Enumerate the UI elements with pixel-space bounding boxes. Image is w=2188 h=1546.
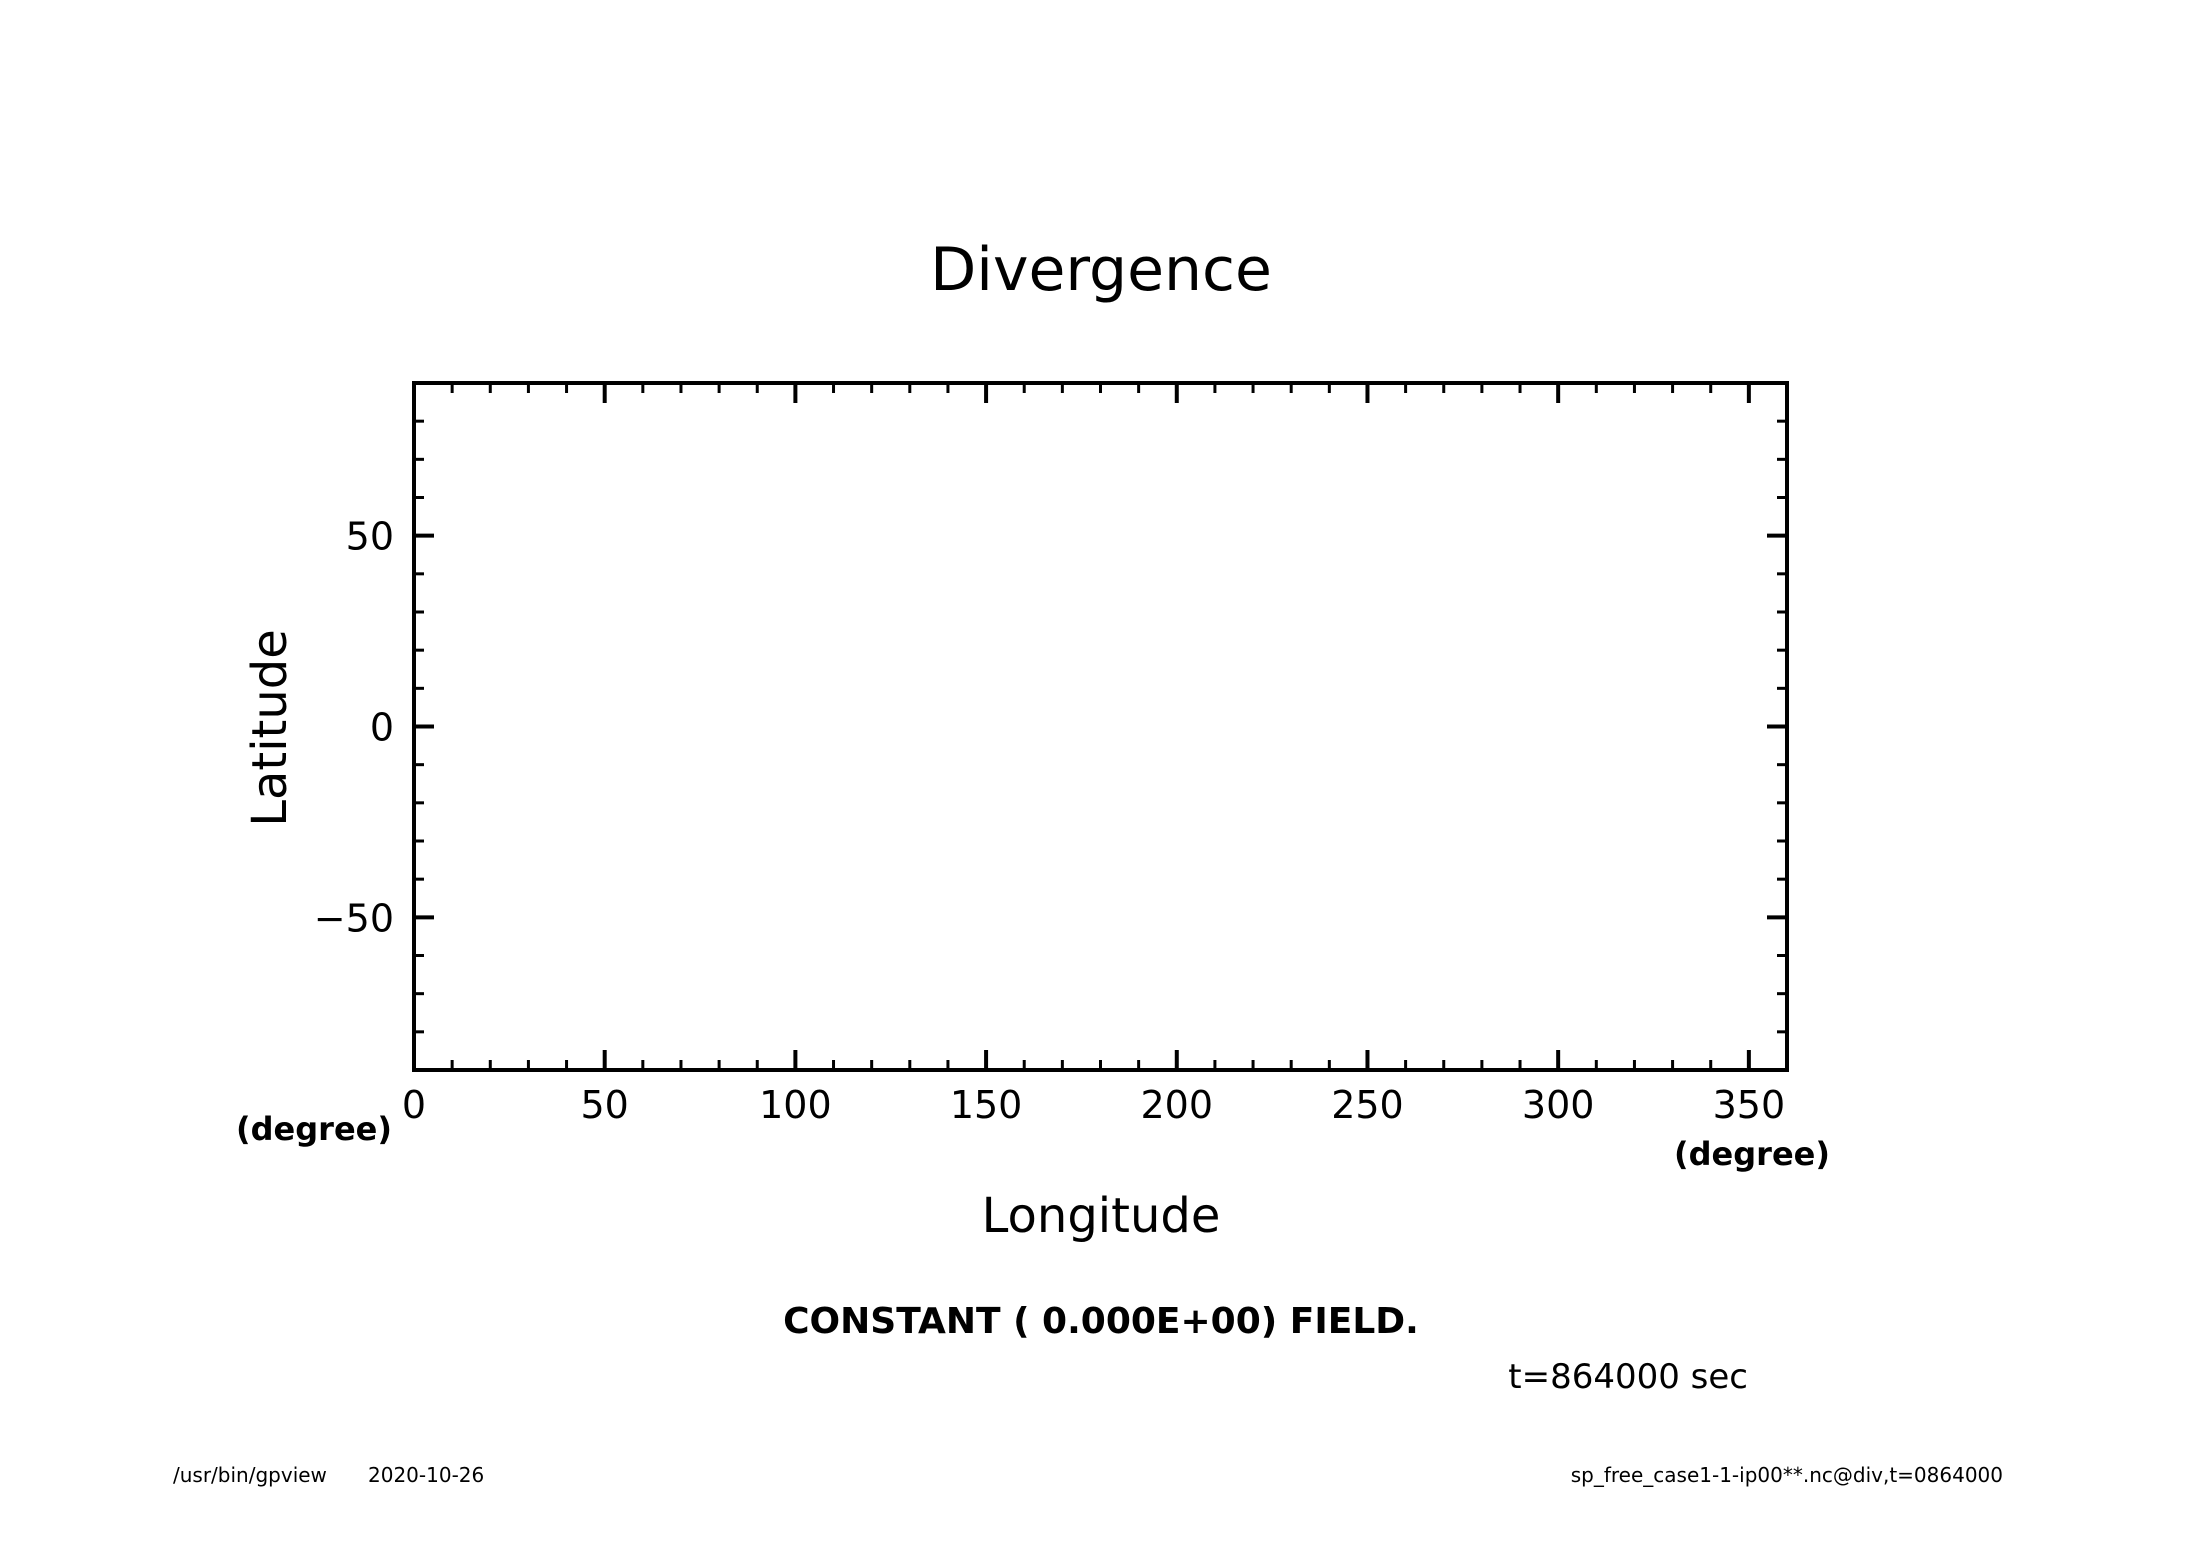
x-tick-label: 100	[759, 1083, 832, 1127]
y-tick-label: 0	[370, 706, 394, 750]
x-tick-label: 150	[950, 1083, 1023, 1127]
footer-program: /usr/bin/gpview	[173, 1463, 327, 1487]
x-tick-label: 200	[1141, 1083, 1214, 1127]
x-axis-label: Longitude	[982, 1188, 1221, 1244]
x-tick-label: 350	[1713, 1083, 1786, 1127]
chart-title: Divergence	[930, 235, 1272, 305]
x-tick-label: 50	[581, 1083, 629, 1127]
x-axis-unit-right: (degree)	[1674, 1135, 1830, 1173]
y-tick-label: −50	[314, 896, 394, 940]
footer-date: 2020-10-26	[368, 1463, 484, 1487]
x-tick-label: 300	[1522, 1083, 1595, 1127]
constant-field-message: CONSTANT ( 0.000E+00) FIELD.	[783, 1301, 1419, 1342]
plot-frame	[412, 381, 1789, 1072]
y-axis-label: Latitude	[242, 629, 298, 827]
y-tick-label: 50	[346, 515, 394, 559]
footer-file: sp_free_case1-1-ip00**.nc@div,t=0864000	[1571, 1463, 2003, 1487]
time-label: t=864000 sec	[1508, 1357, 1748, 1397]
axis-tick-labels: 0 50 100 150 200 250 300 350 −50 0 50	[314, 515, 1785, 1127]
axis-ticks	[412, 381, 1789, 1072]
x-tick-label: 250	[1331, 1083, 1404, 1127]
x-axis-unit-left: (degree)	[236, 1110, 392, 1148]
x-tick-label: 0	[402, 1083, 426, 1127]
